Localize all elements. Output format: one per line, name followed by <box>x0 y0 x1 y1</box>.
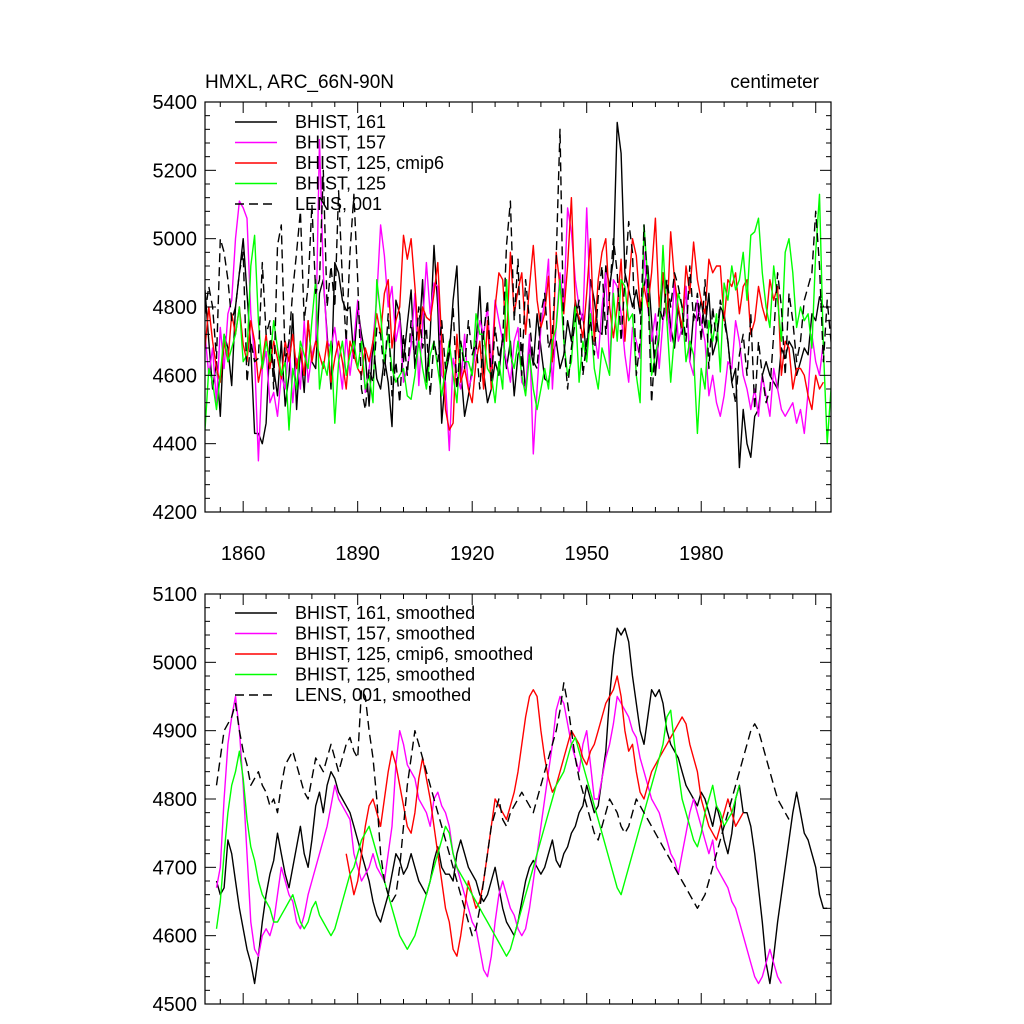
series-group <box>215 627 828 985</box>
y-tick-label: 4600 <box>153 926 198 948</box>
legend-label-bhist-125-cmip6-smoothed: BHIST, 125, cmip6, smoothed <box>295 644 533 664</box>
x-tick-label: 1950 <box>564 543 609 565</box>
y-tick-label: 4900 <box>153 721 198 743</box>
legend-label-bhist-161-smoothed: BHIST, 161, smoothed <box>295 603 475 623</box>
top-panel: 4200 4400 4600 4800 5000 5200 5400 1860 1890 1920… <box>153 72 832 565</box>
series-group <box>205 121 831 469</box>
legend-label-bhist-125: BHIST, 125 <box>295 174 386 194</box>
legend-label-lens-001-smoothed: LENS, 001, smoothed <box>295 685 471 705</box>
series-line-lens-001-smoothed <box>215 682 790 937</box>
legend-label-lens-001: LENS, 001 <box>295 194 382 214</box>
units-label: centimeter <box>730 72 819 93</box>
series-line-bhist-125-smoothed <box>215 709 741 957</box>
legend-label-bhist-157: BHIST, 157 <box>295 133 386 153</box>
legend-label-bhist-157-smoothed: BHIST, 157, smoothed <box>295 624 475 644</box>
x-tick-label: 1980 <box>679 543 724 565</box>
x-tick-label: 1920 <box>450 543 495 565</box>
y-tick-label: 4800 <box>153 297 198 319</box>
y-tick-label: 5000 <box>153 652 198 674</box>
legend-label-bhist-125-smoothed: BHIST, 125, smoothed <box>295 665 475 685</box>
x-tick-label: 1860 <box>221 543 266 565</box>
series-line-bhist-157 <box>205 138 825 462</box>
series-line-bhist-125 <box>205 193 831 445</box>
y-tick-label: 4400 <box>153 434 198 456</box>
chart-title: HMXL, ARC_66N-90N <box>205 72 394 93</box>
y-tick-label: 5200 <box>153 160 198 182</box>
series-line-bhist-161-smoothed <box>215 627 828 985</box>
legend-label-bhist-125-cmip6: BHIST, 125, cmip6 <box>295 153 444 173</box>
y-tick-label: 4500 <box>153 994 198 1016</box>
y-tick-label: 4600 <box>153 365 198 387</box>
y-tick-label: 4800 <box>153 789 198 811</box>
series-line-lens-001 <box>205 128 831 411</box>
y-tick-label: 5100 <box>153 584 198 606</box>
y-tick-label: 5000 <box>153 229 198 251</box>
series-line-bhist-157-smoothed <box>215 695 783 985</box>
y-tick-label: 4700 <box>153 857 198 879</box>
series-line-bhist-125-cmip6-smoothed <box>345 675 744 957</box>
x-tick-label: 1890 <box>335 543 380 565</box>
legend-label-bhist-161: BHIST, 161 <box>295 112 386 132</box>
bottom-panel: 4500 4600 4700 4800 4900 5000 5100 BHIST, 161, … <box>153 584 832 1016</box>
y-tick-label: 4200 <box>153 502 198 524</box>
y-tick-label: 5400 <box>153 92 198 114</box>
